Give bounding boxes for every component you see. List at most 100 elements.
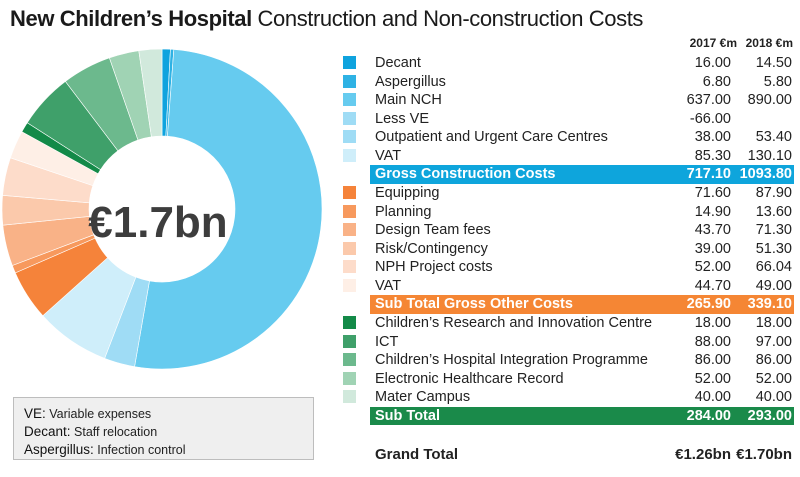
table-row: Decant 16.00 14.50	[340, 54, 800, 73]
value-2018: 86.00	[755, 352, 792, 368]
value-2017: 40.00	[694, 389, 731, 405]
subtotal-row: Sub Total 284.00 293.00	[370, 406, 794, 425]
value-2018: 52.00	[755, 370, 792, 387]
table-row: Less VE -66.00	[340, 110, 800, 129]
note-definition: Staff relocation	[70, 425, 158, 439]
legend-swatch	[343, 316, 356, 329]
grand-total-2017: €1.26bn	[675, 445, 731, 463]
row-label: Less VE	[375, 110, 429, 127]
donut-slice	[138, 48, 163, 138]
row-label: Planning	[375, 203, 432, 220]
value-2018: 71.30	[755, 222, 792, 238]
value-2018: 13.60	[755, 203, 792, 220]
subtotal-2018: 339.10	[747, 296, 792, 312]
value-2017: 88.00	[694, 333, 731, 350]
subtotal-label: Sub Total	[375, 407, 440, 424]
row-label: NPH Project costs	[375, 259, 493, 275]
legend-swatch	[343, 390, 356, 403]
value-2017: 52.00	[694, 259, 731, 275]
legend-swatch	[343, 353, 356, 366]
subtotal-2018: 293.00	[747, 407, 792, 424]
grand-total-row: Grand Total €1.26bn €1.70bn	[340, 446, 800, 465]
value-2017: 38.00	[694, 129, 731, 145]
value-2017: 85.30	[694, 147, 731, 164]
row-label: Children’s Research and Innovation Centr…	[375, 315, 653, 331]
value-2017: 14.90	[694, 203, 731, 220]
value-2017: 6.80	[702, 73, 731, 90]
value-2018: 5.80	[763, 73, 792, 90]
table-row: NPH Project costs 52.00 66.04	[340, 258, 800, 277]
value-2017: 86.00	[694, 352, 731, 368]
row-label: Mater Campus	[375, 389, 471, 405]
note-definition: Variable expenses	[45, 407, 152, 421]
row-label: Aspergillus	[375, 73, 446, 90]
table-row: Children’s Research and Innovation Centr…	[340, 314, 800, 333]
table-row: VAT 85.30 130.10	[340, 147, 800, 166]
legend-swatch	[343, 223, 356, 236]
table-row: Children’s Hospital Integration Programm…	[340, 351, 800, 370]
note-term: VE:	[24, 406, 46, 421]
legend-swatch	[343, 93, 356, 106]
value-2017: 43.70	[694, 222, 731, 238]
note-line: Decant: Staff relocation	[24, 423, 303, 441]
value-2018: 40.00	[755, 389, 792, 405]
row-label: ICT	[375, 333, 399, 350]
row-label: Main NCH	[375, 92, 442, 108]
table-row: Design Team fees 43.70 71.30	[340, 221, 800, 240]
note-term: Decant:	[24, 424, 71, 439]
value-2018: 14.50	[755, 55, 792, 71]
row-label: Equipping	[375, 185, 440, 201]
legend-swatch	[343, 186, 356, 199]
subtotal-2017: 717.10	[686, 166, 731, 182]
table-row: Outpatient and Urgent Care Centres 38.00 5…	[340, 128, 800, 147]
legend-swatch	[343, 241, 356, 255]
subtotal-label: Gross Construction Costs	[375, 166, 556, 182]
donut-chart: €1.7bn	[1, 48, 323, 370]
legend-swatch	[343, 204, 356, 218]
donut-slice	[134, 49, 323, 370]
subtotal-row: Gross Construction Costs 717.10 1093.80	[370, 165, 794, 184]
donut-center-label: €1.7bn	[88, 198, 227, 247]
value-2017: 637.00	[686, 92, 731, 108]
page-title: New Children’s Hospital Construction and…	[10, 6, 643, 32]
subtotal-2018: 1093.80	[739, 166, 792, 182]
table-row: Equipping 71.60 87.90	[340, 184, 800, 203]
note-line: Aspergillus: Infection control	[24, 441, 303, 459]
note-term: Aspergillus:	[24, 442, 94, 457]
value-2018: 130.10	[747, 147, 792, 164]
row-label: Decant	[375, 55, 421, 71]
subtotal-label: Sub Total Gross Other Costs	[375, 296, 573, 312]
value-2017: 18.00	[694, 315, 731, 331]
value-2017: 52.00	[694, 370, 731, 387]
subtotal-2017: 284.00	[686, 407, 731, 424]
value-2017: 39.00	[694, 240, 731, 257]
notes-box: VE: Variable expenses Decant: Staff reloc…	[13, 397, 314, 460]
grand-total-2018: €1.70bn	[736, 445, 792, 463]
value-2018: 53.40	[755, 129, 792, 145]
value-2017: 71.60	[694, 185, 731, 201]
value-2017: 44.70	[694, 277, 731, 294]
table-row: Main NCH 637.00 890.00	[340, 91, 800, 110]
column-header-2017: 2017 €m	[689, 36, 737, 50]
value-2017: 16.00	[694, 55, 731, 71]
subtotal-2017: 265.90	[686, 296, 731, 312]
row-label: Children’s Hospital Integration Programm…	[375, 352, 648, 368]
row-label: Electronic Healthcare Record	[375, 370, 564, 387]
table-row: Risk/Contingency 39.00 51.30	[340, 240, 800, 259]
value-2018: 18.00	[755, 315, 792, 331]
row-label: VAT	[375, 147, 402, 164]
row-label: Design Team fees	[375, 222, 491, 238]
note-line: VE: Variable expenses	[24, 405, 303, 423]
value-2018: 66.04	[755, 259, 792, 275]
table-row: Mater Campus 40.00 40.00	[340, 388, 800, 407]
legend-swatch	[343, 334, 356, 348]
table-row: VAT 44.70 49.00	[340, 277, 800, 296]
legend-swatch	[343, 371, 356, 385]
table-row: ICT 88.00 97.00	[340, 333, 800, 352]
subtotal-row: Sub Total Gross Other Costs 265.90 339.10	[370, 295, 794, 314]
row-label: VAT	[375, 277, 402, 294]
column-header-2018: 2018 €m	[745, 36, 793, 50]
row-label: Outpatient and Urgent Care Centres	[375, 129, 608, 145]
table-row: Electronic Healthcare Record 52.00 52.00	[340, 370, 800, 389]
legend-swatch	[343, 130, 356, 143]
